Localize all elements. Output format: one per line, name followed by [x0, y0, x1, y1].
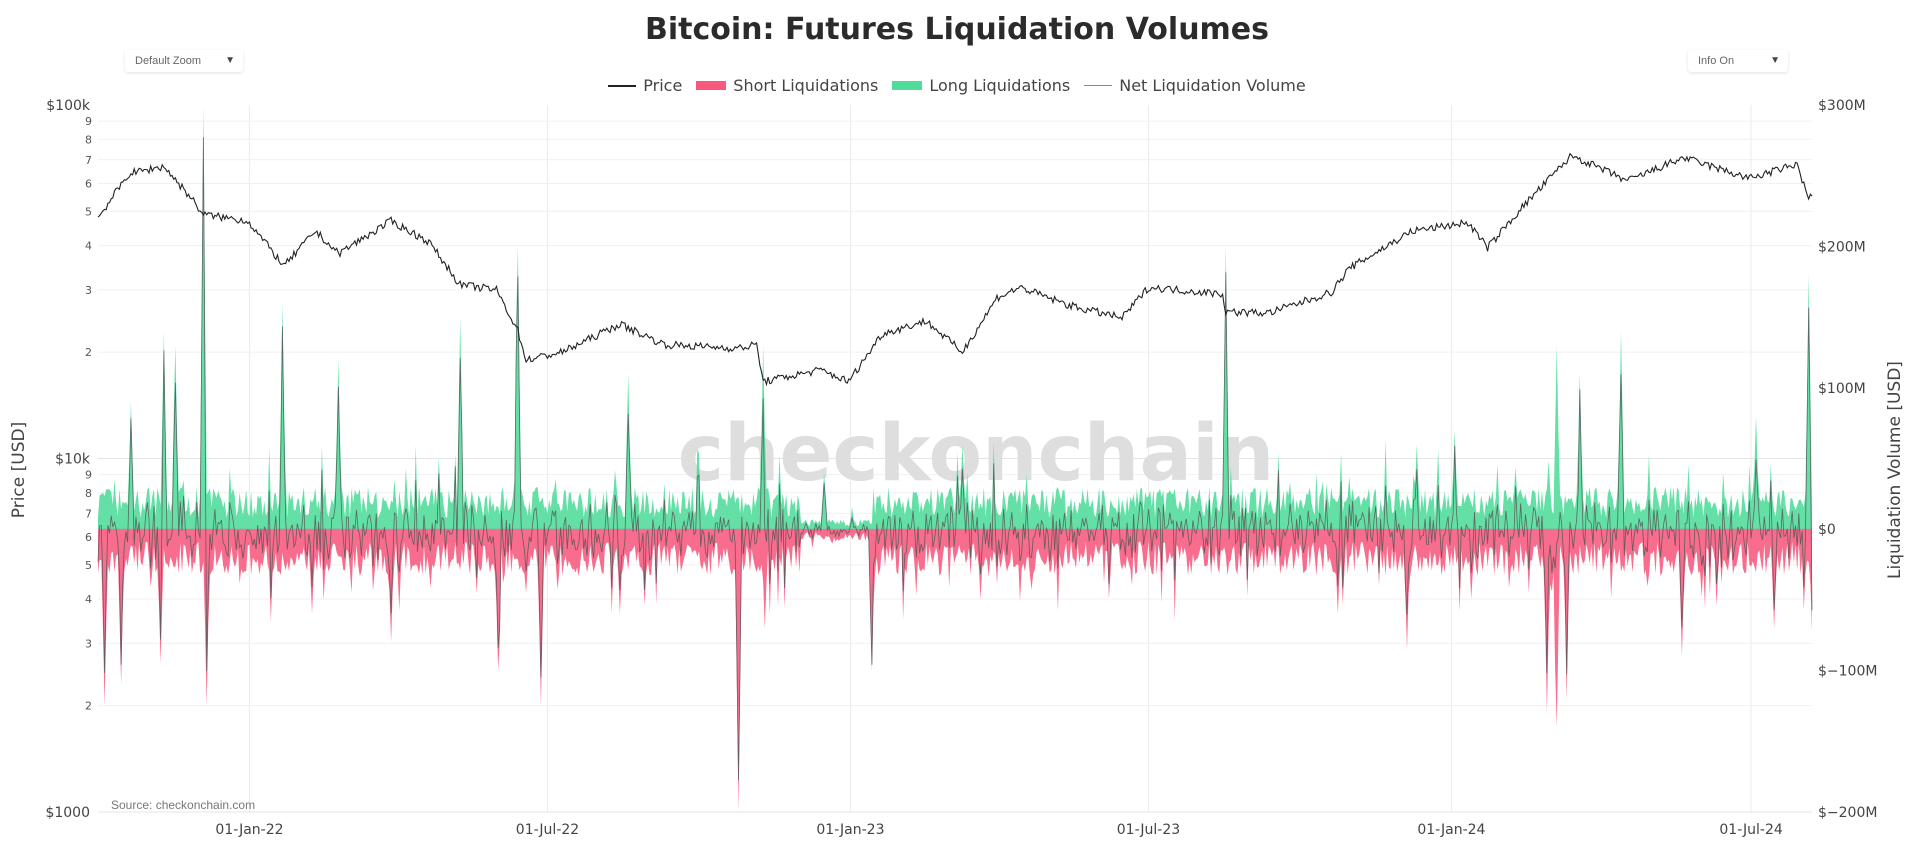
long-liquidations-area: [98, 105, 1812, 530]
legend: Price Short Liquidations Long Liquidatio…: [0, 76, 1914, 95]
x-tick-label: 01-Jul-22: [516, 822, 579, 838]
x-tick-label: 01-Jul-23: [1117, 822, 1180, 838]
y-left-minor-label: 3: [85, 284, 92, 297]
x-tick-label: 01-Jan-24: [1417, 822, 1485, 838]
y-left-minor-label: 3: [85, 637, 92, 650]
info-dropdown-label: Info On: [1698, 55, 1735, 67]
right-axis-title: Liquidation Volume [USD]: [1885, 361, 1905, 579]
short-swatch: [696, 81, 727, 90]
y-left-minor-label: 9: [85, 115, 92, 128]
y-right-label: $200M: [1818, 239, 1866, 255]
y-left-major-label: $100k: [46, 98, 91, 114]
net-liquidation-line: [97, 136, 1813, 781]
price-swatch: [608, 84, 637, 87]
short-liquidations-area: [98, 529, 1812, 812]
long-swatch: [892, 81, 923, 90]
y-right-label: $−200M: [1818, 805, 1877, 821]
y-left-minor-label: 2: [85, 346, 92, 359]
info-dropdown[interactable]: Info On ▼: [1688, 50, 1788, 72]
y-left-minor-label: 9: [85, 469, 92, 482]
y-left-major-label: $1000: [45, 805, 90, 821]
net-swatch: [1084, 85, 1113, 86]
zoom-dropdown-label: Default Zoom: [135, 55, 202, 67]
y-left-minor-label: 6: [85, 531, 92, 544]
y-right-label: $300M: [1818, 98, 1866, 114]
legend-item-short[interactable]: Short Liquidations: [696, 76, 878, 95]
source-note: Source: checkonchain.com: [111, 798, 256, 812]
y-left-minor-label: 5: [85, 559, 92, 572]
liquidation-areas: [98, 105, 1812, 812]
legend-label-price: Price: [643, 76, 683, 95]
x-tick-label: 01-Jan-22: [215, 822, 283, 838]
y-right-label: $0: [1818, 522, 1836, 538]
x-tick-label: 01-Jul-24: [1719, 822, 1782, 838]
y-left-major-label: $10k: [55, 452, 91, 468]
y-left-minor-label: 7: [85, 507, 92, 520]
price-line: [97, 152, 1813, 387]
y-left-minor-label: 4: [85, 240, 92, 253]
y-left-minor-label: 2: [85, 700, 92, 713]
legend-item-price[interactable]: Price: [608, 76, 682, 95]
chart-lines: [97, 136, 1813, 781]
y-left-minor-label: 6: [85, 177, 92, 190]
y-right-label: $−100M: [1818, 664, 1877, 680]
zoom-dropdown[interactable]: Default Zoom ▼: [125, 50, 243, 72]
chevron-down-icon: ▼: [1770, 55, 1780, 66]
y-left-minor-label: 7: [85, 154, 92, 167]
left-axis-title: Price [USD]: [9, 421, 29, 519]
y-left-minor-label: 5: [85, 205, 92, 218]
x-tick-label: 01-Jan-23: [816, 822, 884, 838]
axes: 01-Jan-22 01-Jul-22 01-Jan-23 01-Jul-23 01-J…: [45, 98, 1877, 838]
legend-label-net: Net Liquidation Volume: [1119, 76, 1306, 95]
y-right-label: $100M: [1818, 381, 1866, 397]
chart-title: Bitcoin: Futures Liquidation Volumes: [644, 12, 1270, 47]
legend-label-short: Short Liquidations: [733, 76, 879, 95]
y-left-minor-label: 8: [85, 487, 92, 500]
chevron-down-icon: ▼: [225, 55, 235, 66]
y-left-minor-label: 4: [85, 593, 92, 606]
legend-item-net[interactable]: Net Liquidation Volume: [1084, 76, 1306, 95]
y-left-minor-label: 8: [85, 133, 92, 146]
legend-item-long[interactable]: Long Liquidations: [892, 76, 1070, 95]
watermark: checkonchain: [678, 409, 1274, 499]
legend-label-long: Long Liquidations: [929, 76, 1071, 95]
